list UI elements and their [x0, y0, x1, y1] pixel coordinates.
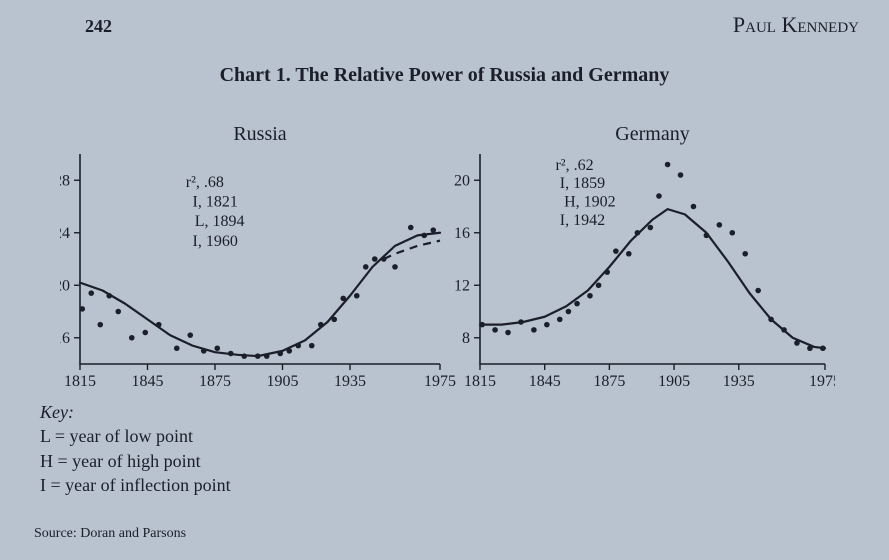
author-first: Paul	[733, 12, 776, 37]
y-tick-label: 8	[462, 330, 470, 347]
x-tick-label: 1935	[723, 373, 755, 390]
panel-title: Russia	[233, 123, 286, 145]
source-line: Source: Doran and Parsons	[34, 526, 186, 542]
data-point	[115, 309, 121, 315]
x-tick-label: 1845	[529, 373, 561, 390]
data-point	[214, 345, 220, 351]
data-point	[142, 330, 148, 336]
data-point	[363, 264, 369, 270]
y-tick-label: 20	[454, 172, 470, 189]
key-line: L = year of low point	[40, 424, 231, 448]
data-point	[408, 225, 414, 231]
data-point	[691, 204, 697, 210]
data-point	[665, 162, 671, 168]
data-point	[392, 264, 398, 270]
key-line: H = year of high point	[40, 449, 231, 473]
y-tick-label: 16	[454, 225, 470, 242]
annotation: I, 1942	[560, 212, 605, 229]
data-point	[505, 330, 511, 336]
data-point	[566, 309, 572, 315]
chart-overall-title: Chart 1. The Relative Power of Russia an…	[0, 64, 889, 87]
x-tick-label: 1905	[658, 373, 690, 390]
source-label: Source:	[34, 526, 77, 541]
x-tick-label: 1935	[334, 373, 366, 390]
data-point	[557, 317, 563, 323]
key-title: Key:	[40, 400, 231, 424]
data-point	[742, 251, 748, 257]
annotation: r², .68	[186, 174, 224, 191]
data-point	[88, 290, 94, 296]
data-point	[97, 322, 103, 328]
data-point	[354, 293, 360, 299]
y-tick-label: 20	[60, 277, 70, 294]
page-number: 242	[85, 16, 112, 37]
x-tick-label: 1815	[64, 373, 96, 390]
x-tick-label: 1975	[424, 373, 456, 390]
x-tick-label: 1875	[199, 373, 231, 390]
data-point	[574, 301, 580, 307]
y-tick-label: 24	[60, 225, 70, 242]
panel-title: Germany	[615, 123, 689, 145]
data-point	[587, 293, 593, 299]
data-point	[187, 332, 193, 338]
key-line: I = year of inflection point	[40, 473, 231, 497]
data-point	[656, 193, 662, 199]
x-tick-label: 1845	[132, 373, 164, 390]
data-point	[648, 225, 654, 231]
data-point	[755, 288, 761, 294]
x-tick-label: 1815	[464, 373, 496, 390]
data-point	[717, 222, 723, 228]
annotation: H, 1902	[564, 194, 616, 211]
key-legend: Key: L = year of low point H = year of h…	[40, 400, 231, 497]
annotation: I, 1960	[193, 233, 238, 250]
data-point	[174, 345, 180, 351]
x-tick-label: 1975	[809, 373, 835, 390]
data-point	[309, 343, 315, 349]
annotation: r², .62	[555, 157, 593, 174]
fit-curve	[480, 209, 825, 348]
x-tick-label: 1875	[593, 373, 625, 390]
data-point	[544, 322, 550, 328]
data-point	[613, 248, 619, 254]
annotation: I, 1859	[560, 175, 605, 192]
annotation: L, 1894	[195, 213, 245, 230]
plots-svg: Russia 16 20 24 28 1815 1845 1875 1905 1935 1975 r²…	[60, 116, 835, 396]
source-value: Doran and Parsons	[80, 526, 186, 541]
axes	[480, 154, 825, 364]
data-point	[79, 306, 85, 312]
data-point	[596, 282, 602, 288]
data-point	[678, 172, 684, 178]
data-point	[626, 251, 632, 257]
header-row: 242 Paul Kennedy	[0, 10, 889, 46]
annotation: I, 1821	[193, 194, 238, 211]
data-point	[492, 327, 498, 333]
author-name: Paul Kennedy	[733, 12, 859, 38]
y-tick-label: 16	[60, 330, 70, 347]
book-page: 242 Paul Kennedy Chart 1. The Relative P…	[0, 0, 889, 560]
data-point	[372, 256, 378, 262]
author-last: Kennedy	[781, 12, 859, 37]
plot-area: Russia 16 20 24 28 1815 1845 1875 1905 1935 1975 r²…	[60, 116, 835, 396]
data-point	[129, 335, 135, 341]
y-tick-label: 12	[454, 277, 470, 294]
x-tick-label: 1905	[267, 373, 299, 390]
data-point	[430, 227, 436, 233]
y-tick-label: 28	[60, 172, 70, 189]
data-point	[729, 230, 735, 236]
data-point	[531, 327, 537, 333]
